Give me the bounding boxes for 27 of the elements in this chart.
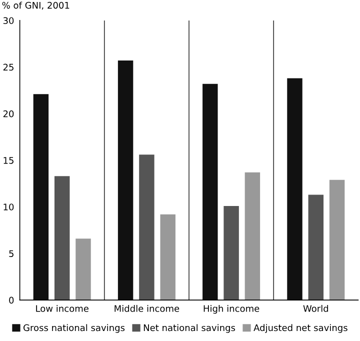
- y-tick-label: 0: [9, 296, 14, 304]
- y-tick-label: 25: [3, 64, 14, 71]
- bar: [329, 180, 345, 300]
- bar: [118, 60, 134, 300]
- y-tick-label: 10: [4, 204, 14, 210]
- x-tick-label: Middle income: [114, 304, 180, 312]
- bar: [139, 154, 154, 300]
- bar: [308, 194, 324, 300]
- legend-label: Gross national savings: [24, 324, 125, 333]
- bar: [287, 78, 302, 300]
- bar: [224, 206, 239, 300]
- y-tick-label: 30: [3, 17, 14, 24]
- x-tick-label: Low income: [36, 304, 88, 312]
- x-tick-label: World: [303, 304, 328, 312]
- bar: [244, 172, 260, 300]
- y-tick-label: 15: [4, 157, 14, 164]
- y-tick-label: 20: [3, 110, 14, 118]
- bar: [54, 176, 70, 300]
- bar: [160, 214, 176, 300]
- bar: [33, 94, 49, 300]
- y-axis-title: % of GNI, 2001: [2, 2, 70, 10]
- bar: [76, 238, 91, 300]
- x-tick-label: High income: [204, 304, 260, 314]
- legend-label: Net national savings: [144, 324, 236, 333]
- bar: [202, 84, 218, 300]
- legend-label: Adjusted net savings: [254, 324, 348, 333]
- y-tick-label: 5: [9, 250, 14, 258]
